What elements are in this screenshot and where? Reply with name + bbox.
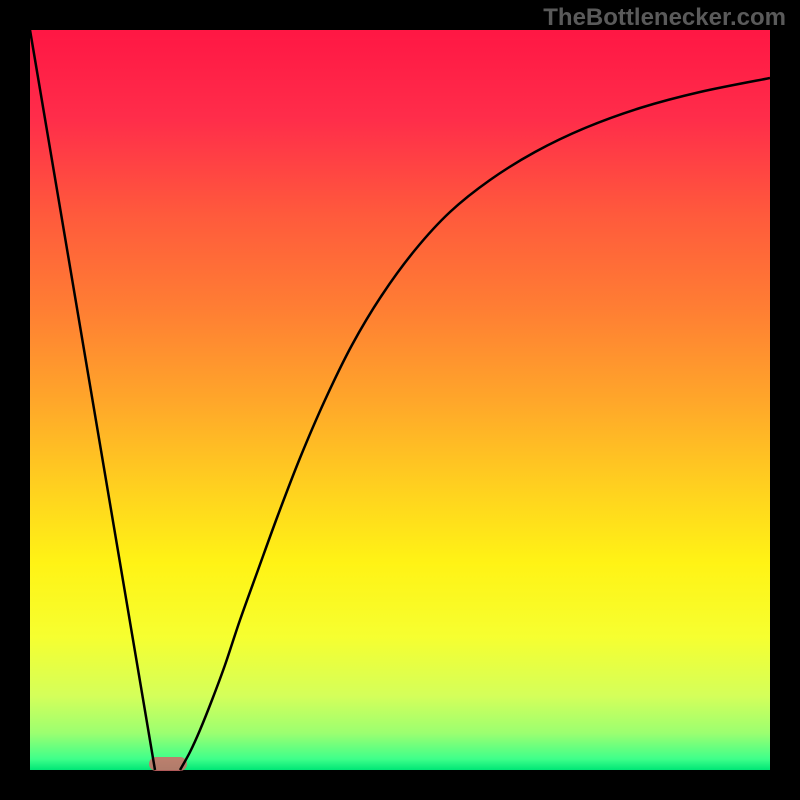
watermark-label: TheBottlenecker.com — [543, 4, 786, 32]
plot-background — [30, 30, 770, 770]
chart-svg — [0, 0, 800, 800]
bottleneck-chart: TheBottlenecker.com — [0, 0, 800, 800]
